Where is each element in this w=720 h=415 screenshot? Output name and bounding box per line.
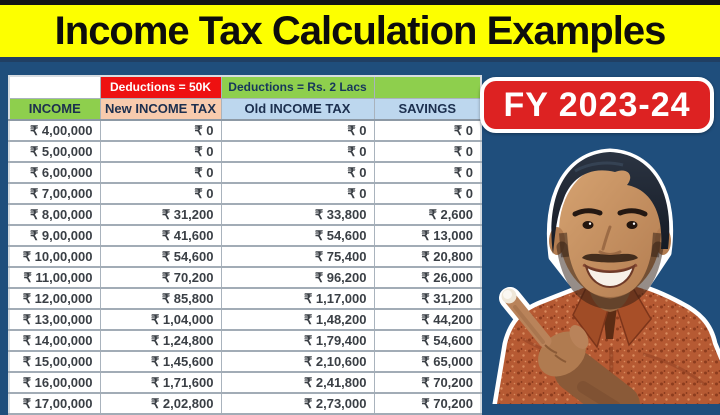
table-cell: ₹ 70,200 [99, 266, 222, 289]
table-cell: ₹ 65,000 [373, 350, 482, 373]
table-cell: ₹ 1,04,000 [99, 308, 222, 331]
deductions-header-savings [373, 75, 482, 99]
table-cell: ₹ 0 [99, 182, 222, 205]
title-banner: Income Tax Calculation Examples [0, 5, 720, 62]
table-cell: ₹ 1,24,800 [99, 329, 222, 352]
table-cell: ₹ 7,00,000 [8, 182, 101, 205]
table-cell: ₹ 9,00,000 [8, 224, 101, 247]
table-cell: ₹ 31,200 [373, 287, 482, 310]
table-cell: ₹ 0 [220, 119, 375, 142]
deductions-header-row: Deductions = 50K Deductions = Rs. 2 Lacs [8, 75, 482, 99]
top-border-strip [0, 0, 720, 5]
table-cell: ₹ 6,00,000 [8, 161, 101, 184]
table-row: ₹ 4,00,000 ₹ 0 ₹ 0 ₹ 0 [8, 119, 482, 142]
table-row: ₹ 11,00,000 ₹ 70,200 ₹ 96,200 ₹ 26,000 [8, 266, 482, 289]
table-cell: ₹ 44,200 [373, 308, 482, 331]
table-row: ₹ 6,00,000 ₹ 0 ₹ 0 ₹ 0 [8, 161, 482, 184]
presenter-photo [492, 148, 720, 404]
table-row: ₹ 16,00,000 ₹ 1,71,600 ₹ 2,41,800 ₹ 70,200 [8, 371, 482, 394]
table-cell: ₹ 54,600 [373, 329, 482, 352]
table-row: ₹ 10,00,000 ₹ 54,600 ₹ 75,400 ₹ 20,800 [8, 245, 482, 268]
tax-table-body: ₹ 4,00,000 ₹ 0 ₹ 0 ₹ 0 ₹ 5,00,000 ₹ 0 ₹ 0 ₹ 0 ₹ … [8, 119, 482, 415]
table-cell: ₹ 5,00,000 [8, 140, 101, 163]
table-cell: ₹ 8,00,000 [8, 203, 101, 226]
table-cell: ₹ 75,400 [220, 245, 375, 268]
table-row: ₹ 8,00,000 ₹ 31,200 ₹ 33,800 ₹ 2,600 [8, 203, 482, 226]
table-cell: ₹ 85,800 [99, 287, 222, 310]
table-cell: ₹ 70,200 [373, 371, 482, 394]
table-cell: ₹ 1,17,000 [220, 287, 375, 310]
table-row: ₹ 5,00,000 ₹ 0 ₹ 0 ₹ 0 [8, 140, 482, 163]
income-tax-table: Deductions = 50K Deductions = Rs. 2 Lacs… [8, 75, 482, 415]
table-cell: ₹ 11,00,000 [8, 266, 101, 289]
table-cell: ₹ 0 [373, 119, 482, 142]
table-cell: ₹ 41,600 [99, 224, 222, 247]
deductions-header-new-tax: Deductions = 50K [99, 75, 222, 99]
table-cell: ₹ 33,800 [220, 203, 375, 226]
table-cell: ₹ 2,600 [373, 203, 482, 226]
column-header-old-tax: Old INCOME TAX [220, 97, 375, 121]
table-row: ₹ 15,00,000 ₹ 1,45,600 ₹ 2,10,600 ₹ 65,000 [8, 350, 482, 373]
table-cell: ₹ 0 [373, 161, 482, 184]
table-cell: ₹ 10,00,000 [8, 245, 101, 268]
table-cell: ₹ 54,600 [99, 245, 222, 268]
presenter-face [549, 165, 671, 310]
table-cell: ₹ 12,00,000 [8, 287, 101, 310]
table-cell: ₹ 15,00,000 [8, 350, 101, 373]
table-cell: ₹ 20,800 [373, 245, 482, 268]
table-cell: ₹ 2,10,600 [220, 350, 375, 373]
column-header-new-tax: New INCOME TAX [99, 97, 222, 121]
table-cell: ₹ 0 [373, 140, 482, 163]
page-title: Income Tax Calculation Examples [54, 8, 667, 53]
table-row: ₹ 9,00,000 ₹ 41,600 ₹ 54,600 ₹ 13,000 [8, 224, 482, 247]
table-row: ₹ 14,00,000 ₹ 1,24,800 ₹ 1,79,400 ₹ 54,600 [8, 329, 482, 352]
table-cell: ₹ 0 [373, 182, 482, 205]
table-cell: ₹ 96,200 [220, 266, 375, 289]
fiscal-year-badge: FY 2023-24 [480, 77, 714, 133]
column-header-income: INCOME [8, 97, 101, 121]
table-row: ₹ 7,00,000 ₹ 0 ₹ 0 ₹ 0 [8, 182, 482, 205]
table-cell: ₹ 0 [99, 119, 222, 142]
table-cell: ₹ 31,200 [99, 203, 222, 226]
table-cell: ₹ 1,79,400 [220, 329, 375, 352]
deductions-header-income [8, 75, 101, 99]
table-cell: ₹ 13,000 [373, 224, 482, 247]
table-cell: ₹ 1,48,200 [220, 308, 375, 331]
table-row: ₹ 12,00,000 ₹ 85,800 ₹ 1,17,000 ₹ 31,200 [8, 287, 482, 310]
table-cell: ₹ 0 [220, 161, 375, 184]
table-cell: ₹ 1,45,600 [99, 350, 222, 373]
table-cell: ₹ 0 [220, 140, 375, 163]
table-cell: ₹ 4,00,000 [8, 119, 101, 142]
column-header-row: INCOME New INCOME TAX Old INCOME TAX SAV… [8, 97, 482, 121]
table-cell: ₹ 16,00,000 [8, 371, 101, 394]
table-row: ₹ 13,00,000 ₹ 1,04,000 ₹ 1,48,200 ₹ 44,200 [8, 308, 482, 331]
table-cell: ₹ 26,000 [373, 266, 482, 289]
pointing-hand [501, 288, 640, 404]
table-cell: ₹ 13,00,000 [8, 308, 101, 331]
presenter-hair [551, 152, 670, 254]
deductions-header-old-tax: Deductions = Rs. 2 Lacs [220, 75, 375, 99]
table-cell: ₹ 0 [220, 182, 375, 205]
fiscal-year-label: FY 2023-24 [503, 85, 691, 124]
table-cell: ₹ 0 [99, 161, 222, 184]
table-cell: ₹ 54,600 [220, 224, 375, 247]
table-cell: ₹ 1,71,600 [99, 371, 222, 394]
table-cell: ₹ 14,00,000 [8, 329, 101, 352]
table-cell: ₹ 0 [99, 140, 222, 163]
table-cell: ₹ 2,41,800 [220, 371, 375, 394]
column-header-savings: SAVINGS [373, 97, 482, 121]
